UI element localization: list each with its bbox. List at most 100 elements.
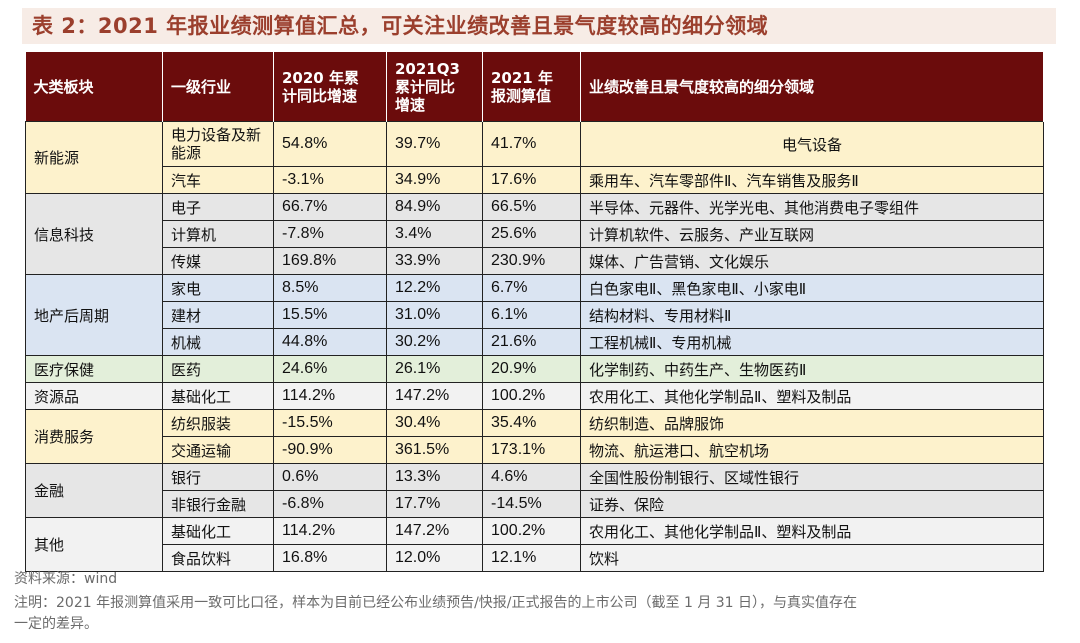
subfields-cell: 纺织制造、品牌服饰	[580, 409, 1044, 437]
table-row: 传媒 169.8% 33.9% 230.9% 媒体、广告营销、文化娱乐	[25, 247, 1044, 275]
industry-cell: 汽车	[162, 166, 274, 194]
subfields-cell: 全国性股份制银行、区域性银行	[580, 463, 1044, 491]
table-row: 建材 15.5% 31.0% 6.1% 结构材料、专用材料Ⅱ	[25, 301, 1044, 329]
industry-cell: 基础化工	[162, 517, 274, 545]
estimate-cell: -14.5%	[482, 490, 581, 518]
growth-2020-cell: -6.8%	[273, 490, 387, 518]
sector-cell: 地产后周期	[25, 274, 163, 356]
remark-line-1: 注明：2021 年报测算值采用一致可比口径，样本为目前已经公布业绩预告/快报/正…	[14, 595, 858, 611]
estimate-cell: 20.9%	[482, 355, 581, 383]
table-row: 消费服务 纺织服装 -15.5% 30.4% 35.4% 纺织制造、品牌服饰	[25, 409, 1044, 464]
growth-q3-cell: 13.3%	[386, 463, 483, 491]
table-row: 金融 银行 0.6% 13.3% 4.6% 全国性股份制银行、区域性银行	[25, 463, 1044, 518]
growth-2020-cell: 114.2%	[273, 382, 387, 410]
growth-q3-cell: 147.2%	[386, 382, 483, 410]
industry-cell: 电子	[162, 193, 274, 221]
title-bar	[22, 8, 1056, 44]
header-2020-line1: 2020 年累	[282, 68, 359, 87]
header-2020-growth: 2020 年累 计同比增速	[273, 52, 387, 122]
estimate-cell: 12.1%	[482, 544, 581, 572]
estimate-cell: 41.7%	[482, 121, 581, 167]
industry-cell: 机械	[162, 328, 274, 356]
subfields-cell: 工程机械Ⅱ、专用机械	[580, 328, 1044, 356]
industry-cell: 计算机	[162, 220, 274, 248]
header-sector: 大类板块	[25, 52, 163, 122]
subfields-cell: 农用化工、其他化学制品Ⅱ、塑料及制品	[580, 517, 1044, 545]
growth-q3-cell: 17.7%	[386, 490, 483, 518]
growth-q3-cell: 147.2%	[386, 517, 483, 545]
growth-q3-cell: 26.1%	[386, 355, 483, 383]
subfields-cell: 饮料	[580, 544, 1044, 572]
subfields-cell: 化学制药、中药生产、生物医药Ⅱ	[580, 355, 1044, 383]
estimate-cell: 66.5%	[482, 193, 581, 221]
header-q3-line3: 增速	[395, 95, 426, 114]
subfields-cell: 物流、航运港口、航空机场	[580, 436, 1044, 464]
table-row: 食品饮料 16.8% 12.0% 12.1% 饮料	[25, 544, 1044, 572]
estimate-cell: 6.7%	[482, 274, 581, 302]
growth-2020-cell: 15.5%	[273, 301, 387, 329]
growth-2020-cell: 169.8%	[273, 247, 387, 275]
subfields-cell: 乘用车、汽车零部件Ⅱ、汽车销售及服务Ⅱ	[580, 166, 1044, 194]
growth-q3-cell: 84.9%	[386, 193, 483, 221]
table-title: 表 2：2021 年报业绩测算值汇总，可关注业绩改善且景气度较高的细分领域	[32, 14, 769, 38]
growth-2020-cell: -3.1%	[273, 166, 387, 194]
industry-cell: 非银行金融	[162, 490, 274, 518]
source-note: 资料来源：wind	[14, 571, 118, 587]
subfields-cell: 计算机软件、云服务、产业互联网	[580, 220, 1044, 248]
subfields-cell: 媒体、广告营销、文化娱乐	[580, 247, 1044, 275]
estimate-cell: 173.1%	[482, 436, 581, 464]
growth-q3-cell: 12.0%	[386, 544, 483, 572]
estimate-cell: 230.9%	[482, 247, 581, 275]
industry-cell: 家电	[162, 274, 274, 302]
growth-2020-cell: 44.8%	[273, 328, 387, 356]
subfields-cell: 白色家电Ⅱ、黑色家电Ⅱ、小家电Ⅱ	[580, 274, 1044, 302]
growth-q3-cell: 33.9%	[386, 247, 483, 275]
table-row: 交通运输 -90.9% 361.5% 173.1% 物流、航运港口、航空机场	[25, 436, 1044, 464]
estimate-cell: 100.2%	[482, 382, 581, 410]
header-subfields: 业绩改善且景气度较高的细分领域	[580, 52, 1044, 122]
estimate-cell: 4.6%	[482, 463, 581, 491]
growth-2020-cell: 8.5%	[273, 274, 387, 302]
growth-q3-cell: 39.7%	[386, 121, 483, 167]
estimate-cell: 6.1%	[482, 301, 581, 329]
growth-q3-cell: 30.2%	[386, 328, 483, 356]
subfields-cell: 农用化工、其他化学制品Ⅱ、塑料及制品	[580, 382, 1044, 410]
growth-2020-cell: 16.8%	[273, 544, 387, 572]
estimate-cell: 100.2%	[482, 517, 581, 545]
growth-q3-cell: 12.2%	[386, 274, 483, 302]
growth-2020-cell: 0.6%	[273, 463, 387, 491]
header-2021q3-growth: 2021Q3 累计同比 增速	[386, 52, 483, 122]
sector-cell: 医疗保健	[25, 355, 163, 383]
sector-cell: 信息科技	[25, 193, 163, 275]
table-row: 资源品 基础化工 114.2% 147.2% 100.2% 农用化工、其他化学制…	[25, 382, 1044, 410]
growth-2020-cell: -7.8%	[273, 220, 387, 248]
industry-cell: 银行	[162, 463, 274, 491]
growth-q3-cell: 30.4%	[386, 409, 483, 437]
header-industry: 一级行业	[162, 52, 274, 122]
table-row: 其他 基础化工 114.2% 147.2% 100.2% 农用化工、其他化学制品…	[25, 517, 1044, 572]
subfields-cell: 半导体、元器件、光学光电、其他消费电子零组件	[580, 193, 1044, 221]
industry-cell: 传媒	[162, 247, 274, 275]
header-est-line1: 2021 年	[491, 68, 553, 87]
table-row: 信息科技 电子 66.7% 84.9% 66.5% 半导体、元器件、光学光电、其…	[25, 193, 1044, 275]
industry-cell: 建材	[162, 301, 274, 329]
table-row: 机械 44.8% 30.2% 21.6% 工程机械Ⅱ、专用机械	[25, 328, 1044, 356]
growth-2020-cell: -15.5%	[273, 409, 387, 437]
table-row: 汽车 -3.1% 34.9% 17.6% 乘用车、汽车零部件Ⅱ、汽车销售及服务Ⅱ	[25, 166, 1044, 194]
sector-cell: 消费服务	[25, 409, 163, 464]
earnings-table: 大类板块 一级行业 2020 年累 计同比增速 2021Q3 累计同比 增速 2…	[25, 52, 1044, 572]
header-q3-line1: 2021Q3	[395, 59, 460, 78]
industry-cell: 交通运输	[162, 436, 274, 464]
table-row: 医疗保健 医药 24.6% 26.1% 20.9% 化学制药、中药生产、生物医药…	[25, 355, 1044, 383]
sector-cell: 新能源	[25, 121, 163, 194]
industry-cell: 纺织服装	[162, 409, 274, 437]
industry-cell: 电力设备及新能源	[162, 121, 274, 167]
growth-q3-cell: 31.0%	[386, 301, 483, 329]
header-2020-line2: 计同比增速	[282, 86, 358, 105]
growth-2020-cell: -90.9%	[273, 436, 387, 464]
growth-2020-cell: 66.7%	[273, 193, 387, 221]
header-est-line2: 报测算值	[491, 86, 552, 105]
growth-q3-cell: 361.5%	[386, 436, 483, 464]
table-row: 地产后周期 家电 8.5% 12.2% 6.7% 白色家电Ⅱ、黑色家电Ⅱ、小家电…	[25, 274, 1044, 356]
subfields-cell: 电气设备	[580, 121, 1044, 167]
